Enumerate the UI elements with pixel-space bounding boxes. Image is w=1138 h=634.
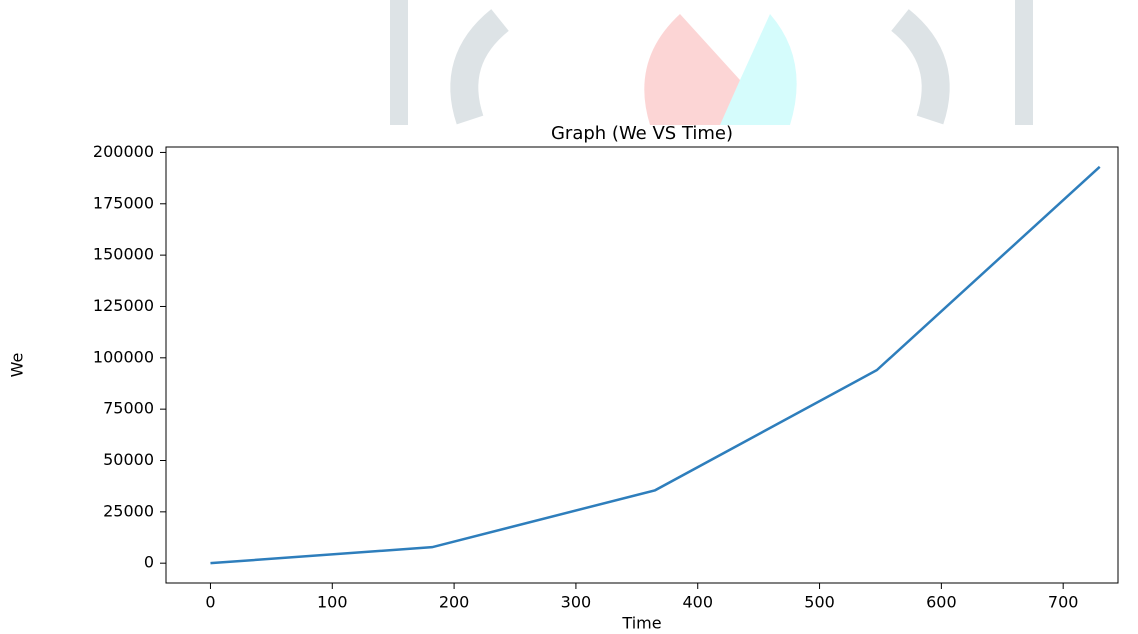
y-tick-label: 0 (144, 553, 154, 572)
x-tick-label: 0 (205, 593, 215, 612)
x-tick-label: 100 (317, 593, 348, 612)
axes-frame (166, 147, 1118, 583)
data-line (210, 167, 1099, 563)
y-tick-label: 50000 (103, 450, 154, 469)
y-tick-label: 150000 (93, 245, 154, 264)
chart: Graph (We VS Time) Time We 0 25000 50000 75… (0, 0, 1138, 634)
y-tick-label: 125000 (93, 296, 154, 315)
y-tick-label: 200000 (93, 142, 154, 161)
y-tick-label: 75000 (103, 399, 154, 418)
x-tick-label: 600 (926, 593, 957, 612)
x-tick-label: 500 (804, 593, 835, 612)
x-axis-label: Time (621, 614, 661, 633)
y-axis-label: We (8, 353, 27, 378)
x-tick-label: 300 (561, 593, 592, 612)
watermark (390, 0, 1033, 125)
x-tick-label: 200 (439, 593, 470, 612)
y-tick-label: 100000 (93, 347, 154, 366)
x-tick-label: 700 (1048, 593, 1079, 612)
chart-title: Graph (We VS Time) (551, 123, 733, 144)
x-tick-label: 400 (682, 593, 713, 612)
y-tick-label: 25000 (103, 501, 154, 520)
y-tick-label: 175000 (93, 193, 154, 212)
